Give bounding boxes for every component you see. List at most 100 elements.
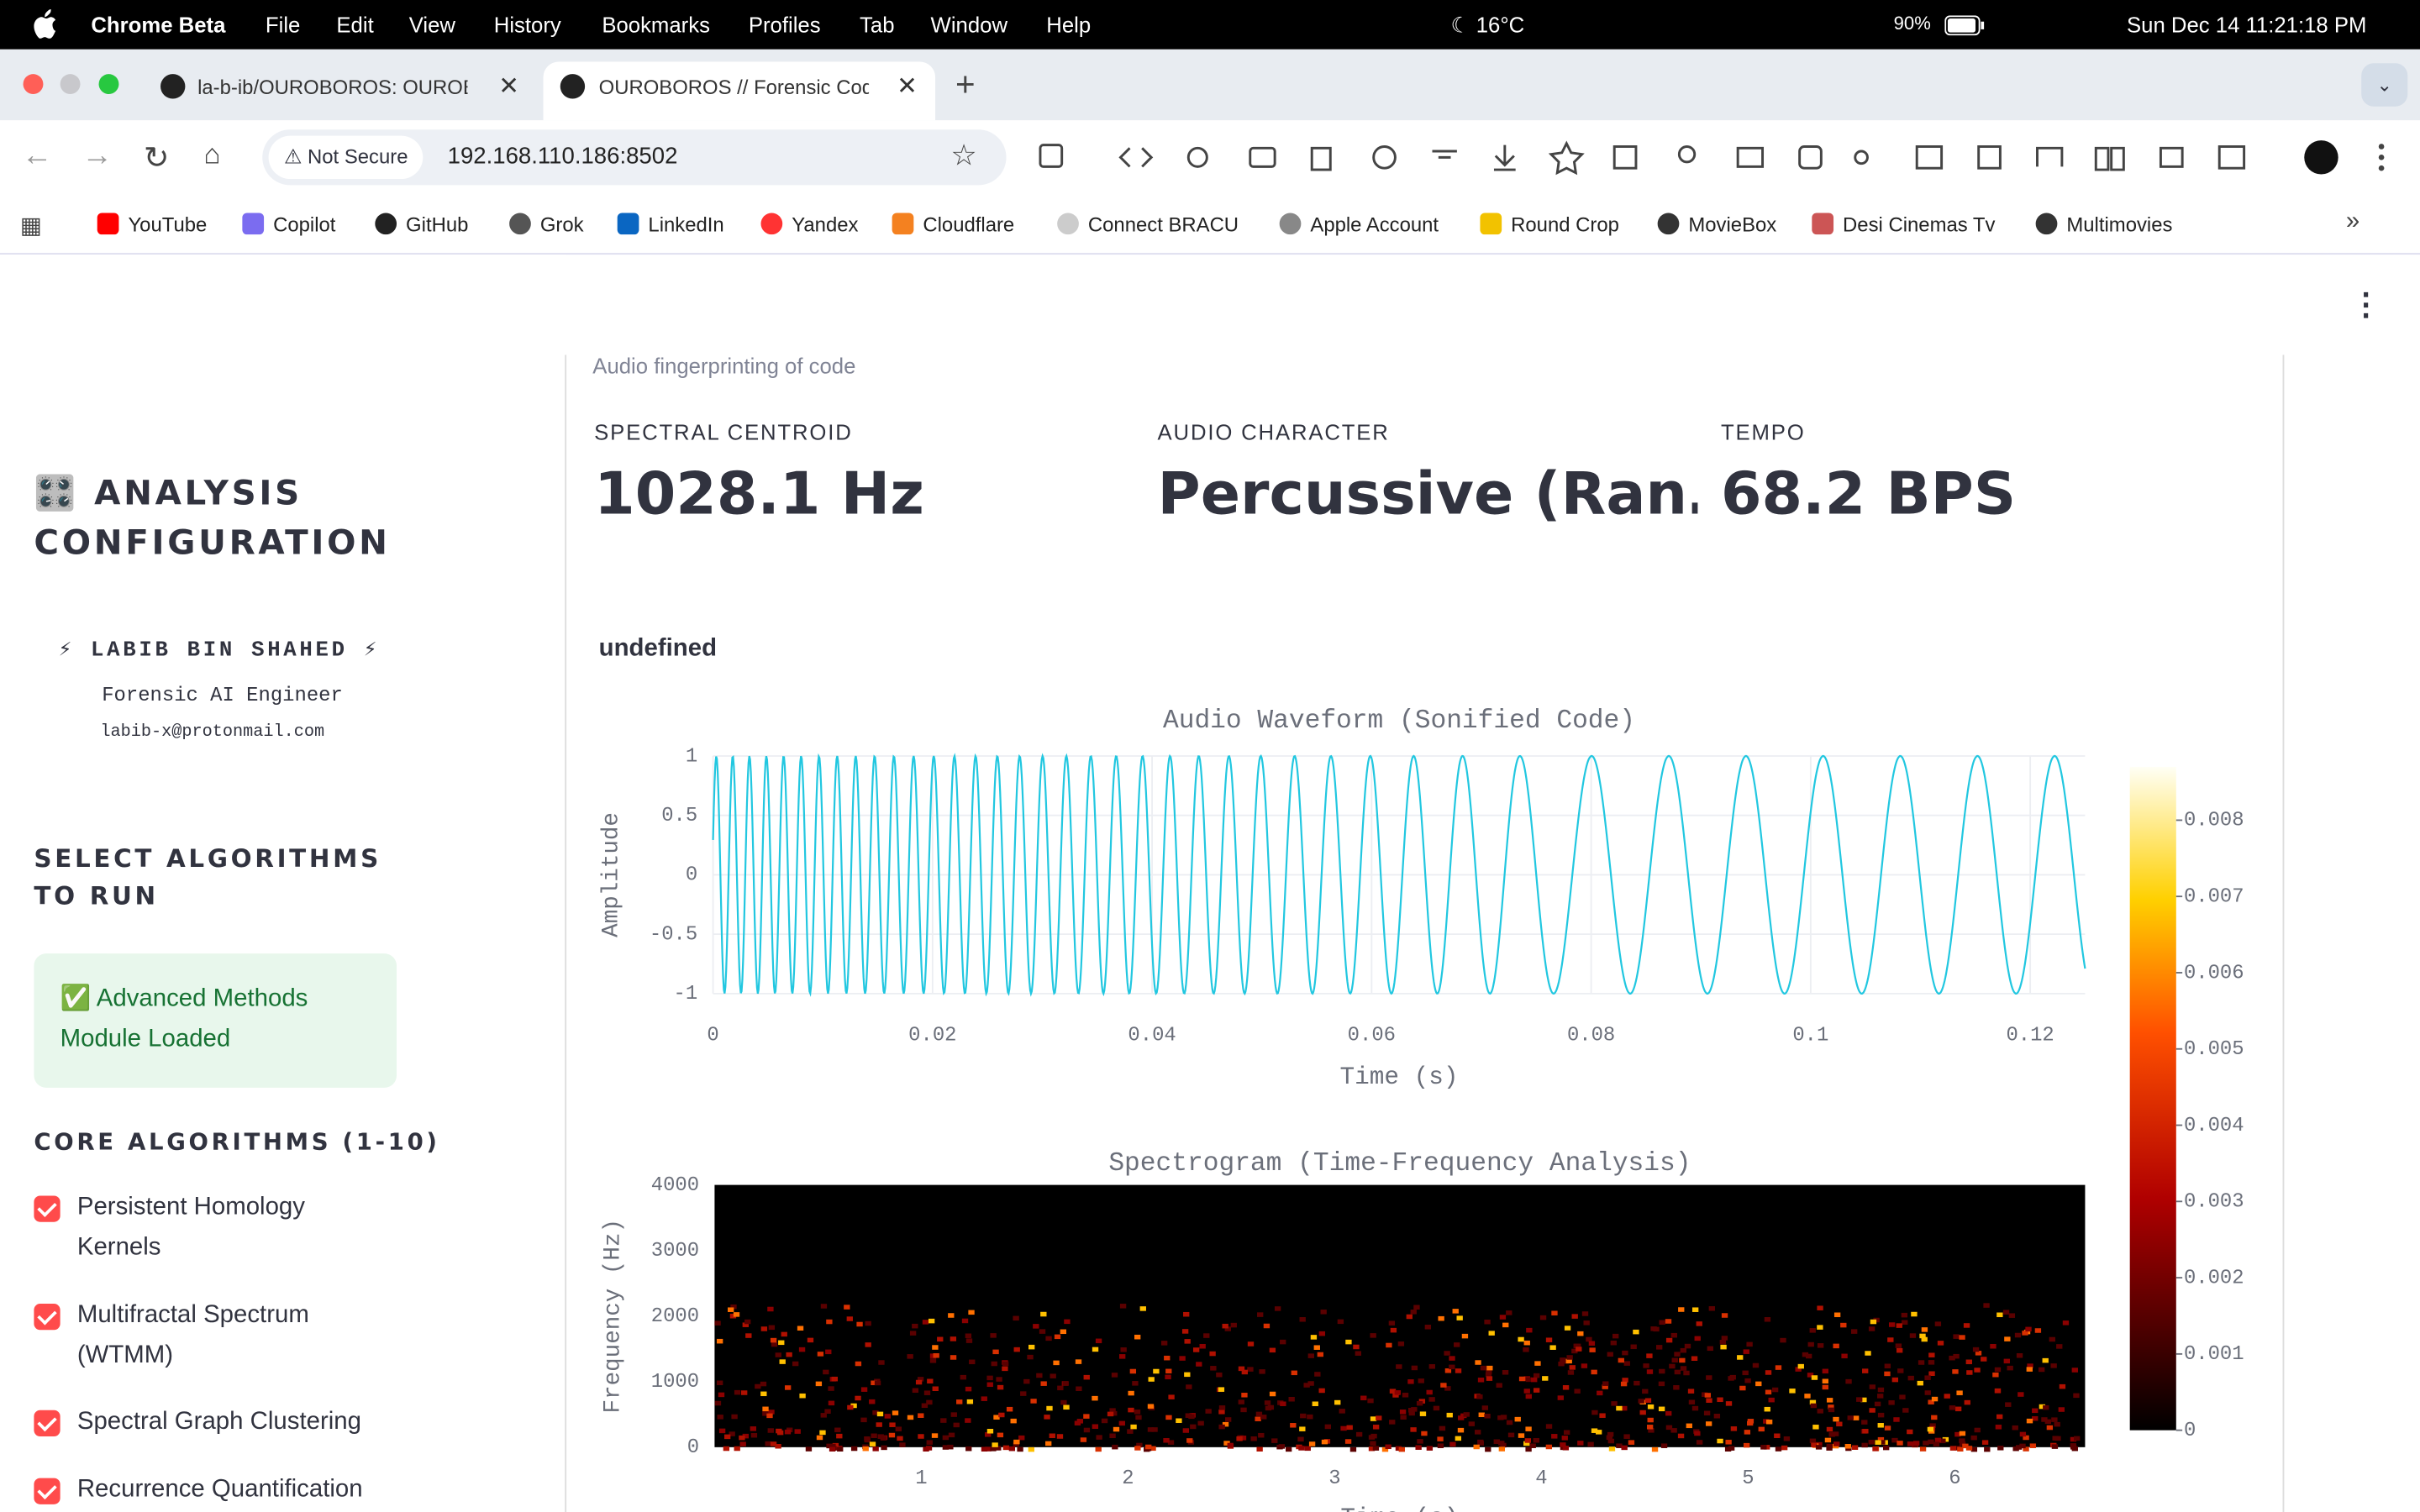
- checkbox[interactable]: [34, 1304, 60, 1331]
- spectrogram-cell: [2050, 1363, 2057, 1368]
- apple-logo[interactable]: [33, 9, 57, 39]
- close-window[interactable]: [23, 74, 44, 95]
- bookmark[interactable]: Connect BRACU: [1057, 213, 1239, 236]
- app-name[interactable]: Chrome Beta: [91, 12, 226, 38]
- spectrogram-cell: [1602, 1381, 1609, 1386]
- bookmark[interactable]: Apple Account: [1279, 213, 1439, 236]
- spectrogram-cell: [1533, 1438, 1539, 1443]
- chart-title: Spectrogram (Time-Frequency Analysis): [1108, 1149, 1691, 1179]
- spectrogram-cell: [2051, 1444, 2059, 1449]
- spectrogram-cell: [1129, 1368, 1137, 1374]
- menu-button[interactable]: ⋮: [2350, 288, 2382, 323]
- spectrogram-cell: [965, 1333, 972, 1339]
- spectrogram-cell: [1713, 1414, 1721, 1419]
- checkbox-label[interactable]: Multifractal Spectrum (WTMM): [76, 1302, 309, 1369]
- maximize-window[interactable]: [98, 74, 119, 95]
- spectrogram-cell: [1355, 1431, 1363, 1437]
- spectrogram-cell: [1696, 1321, 1702, 1326]
- bookmark-text: Multimovies: [2066, 213, 2173, 237]
- menu[interactable]: View: [408, 12, 456, 38]
- menu[interactable]: History: [493, 12, 561, 38]
- tab-close[interactable]: ✕: [897, 74, 918, 101]
- bookmark[interactable]: Multimovies: [2035, 213, 2173, 237]
- spectrogram-cell: [1744, 1378, 1751, 1383]
- battery[interactable]: 90%: [1893, 12, 1931, 34]
- spectrogram-cell: [768, 1410, 775, 1415]
- tab-active[interactable]: OUROBOROS // Forensic Code ✕: [543, 61, 936, 121]
- checkbox-label[interactable]: Spectral Graph Clustering: [76, 1408, 361, 1436]
- spectrogram-cell: [1344, 1439, 1352, 1444]
- checkbox-label[interactable]: Recurrence Quantification: [76, 1476, 363, 1503]
- security-chip[interactable]: ⚠ Not Secure: [268, 135, 424, 180]
- spectrogram-cell: [1728, 1446, 1735, 1451]
- checkbox[interactable]: [34, 1410, 60, 1437]
- more-bookmarks[interactable]: »: [2345, 207, 2360, 235]
- bookmark[interactable]: GitHub: [375, 213, 468, 236]
- menu[interactable]: Edit: [336, 12, 374, 38]
- spectrogram-cell: [716, 1338, 723, 1344]
- bookmark[interactable]: Desi Cinemas Tv: [1812, 213, 1995, 236]
- spectrogram-cell: [1076, 1419, 1084, 1424]
- spectrogram-cell: [1665, 1319, 1672, 1324]
- apps-button[interactable]: ▦: [19, 213, 42, 239]
- bookmark[interactable]: LinkedIn: [617, 213, 724, 236]
- home-button[interactable]: ⌂: [203, 139, 221, 171]
- bookmark[interactable]: Grok: [509, 213, 584, 236]
- checkbox[interactable]: [34, 1478, 60, 1504]
- spectrogram-cell: [1017, 1446, 1023, 1452]
- spectrogram-cell: [993, 1415, 1000, 1420]
- spectrogram-cell: [981, 1446, 988, 1452]
- address-bar[interactable]: ⚠ Not Secure 192.168.110.186:8502 ☆: [262, 129, 1007, 186]
- spectrogram-cell: [1565, 1358, 1572, 1364]
- x-axis-label: Time (s): [1340, 1504, 1459, 1512]
- checkbox-label[interactable]: Persistent Homology Kernels: [76, 1194, 305, 1261]
- bookmark[interactable]: YouTube: [97, 213, 208, 236]
- spectrogram-cell: [1523, 1340, 1530, 1346]
- spectrogram-cell: [1841, 1353, 1848, 1359]
- spectrogram-cell: [1376, 1415, 1382, 1420]
- tab-close[interactable]: ✕: [498, 74, 519, 101]
- bookmark[interactable]: Cloudflare: [892, 213, 1014, 236]
- bookmark[interactable]: Round Crop: [1480, 213, 1619, 236]
- x-tick-label: 5: [1742, 1467, 1754, 1490]
- checkbox[interactable]: [34, 1195, 60, 1222]
- new-tab[interactable]: +: [955, 65, 976, 104]
- menu[interactable]: File: [265, 12, 301, 38]
- clock[interactable]: Sun Dec 14 11:21:18 PM: [2127, 12, 2367, 38]
- spectrogram-cell: [1877, 1387, 1885, 1393]
- spectrogram-cell: [1633, 1329, 1639, 1335]
- spectrogram-cell: [819, 1430, 826, 1436]
- spectrogram-cell: [2070, 1443, 2076, 1448]
- spectrogram-cell: [1502, 1370, 1509, 1375]
- spectrogram-cell: [1353, 1344, 1360, 1350]
- bookmark-star[interactable]: ☆: [950, 140, 977, 173]
- forward-button[interactable]: →: [82, 139, 113, 173]
- menu[interactable]: Tab: [860, 12, 895, 38]
- spectrogram-cell: [933, 1353, 939, 1358]
- spectrogram-cell: [730, 1304, 737, 1310]
- tab[interactable]: la-b-ib/OUROBOROS: OUROBOROS ✕: [142, 61, 535, 120]
- back-button[interactable]: ←: [21, 139, 53, 173]
- extension-icons[interactable]: [1034, 139, 2392, 176]
- menu[interactable]: Bookmarks: [602, 12, 710, 38]
- spectrogram-cell: [1049, 1433, 1055, 1439]
- spectrogram-cell: [1288, 1396, 1295, 1402]
- bookmark[interactable]: MovieBox: [1657, 213, 1776, 236]
- reload-button[interactable]: ↻: [143, 141, 170, 176]
- menu[interactable]: Profiles: [748, 12, 821, 38]
- spectrogram-cell: [2058, 1407, 2065, 1412]
- weather[interactable]: ☾ 16°C: [1450, 12, 1525, 38]
- menu[interactable]: Window: [930, 12, 1008, 38]
- spectrogram-cell: [1809, 1399, 1817, 1405]
- spectrogram-cell: [1120, 1347, 1127, 1352]
- tab-search[interactable]: ⌄: [2361, 63, 2408, 107]
- bookmark-text: YouTube: [128, 213, 208, 237]
- spectrogram-cell: [1390, 1327, 1397, 1333]
- bookmark[interactable]: Copilot: [242, 213, 335, 236]
- minimize-window[interactable]: [60, 74, 81, 95]
- spectrogram-cell: [1134, 1334, 1141, 1340]
- bookmark[interactable]: Yandex: [760, 213, 858, 236]
- menu[interactable]: Help: [1046, 12, 1092, 38]
- spectrogram-cell: [792, 1361, 799, 1367]
- metric-label: AUDIO CHARACTER: [1157, 419, 1390, 444]
